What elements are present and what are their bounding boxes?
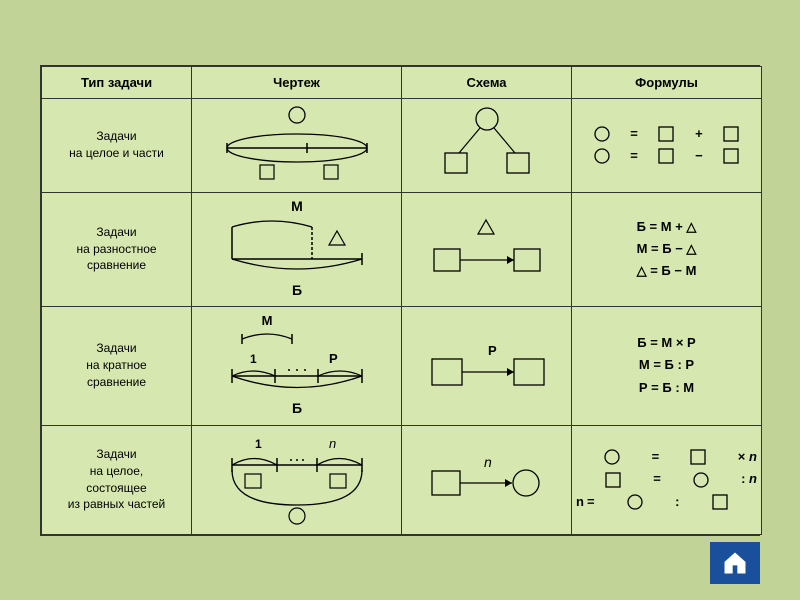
svg-text:Р: Р <box>329 351 338 366</box>
svg-text:n: n <box>484 454 492 470</box>
type-label: Задачина целое и части <box>46 128 187 162</box>
header-schema: Схема <box>402 66 572 98</box>
header-formulas: Формулы <box>572 66 762 98</box>
drawing-cell: 1 n <box>192 425 402 534</box>
formulas-cell: =+ =− <box>572 98 762 192</box>
schema-cell <box>402 192 572 306</box>
table-row: Задачина целое и части <box>42 98 762 192</box>
svg-text:Б: Б <box>291 282 301 298</box>
home-icon <box>721 549 749 577</box>
table-row: Задачина разностноесравнение М Б <box>42 192 762 306</box>
formulas-cell: Б = М × Р М = Б : Р Р = Б : М <box>572 306 762 425</box>
formulas-cell: =× n =: n n=: <box>572 425 762 534</box>
schema-cell <box>402 98 572 192</box>
svg-text:М: М <box>261 313 272 328</box>
type-label: Задачина кратноесравнение <box>46 340 187 390</box>
header-type: Тип задачи <box>42 66 192 98</box>
table-row: Задачина кратноесравнение М 1 Р <box>42 306 762 425</box>
svg-text:М: М <box>291 198 303 214</box>
drawing-cell: М 1 Р Б <box>192 306 402 425</box>
svg-text:Б: Б <box>291 400 301 416</box>
drawing-cell: М Б <box>192 192 402 306</box>
task-types-table: Тип задачи Чертеж Схема Формулы Задачина… <box>41 66 762 535</box>
schema-cell: Р <box>402 306 572 425</box>
formulas-cell: Б = М + △ М = Б − △ △ = Б − М <box>572 192 762 306</box>
type-label: Задачина целое,состоящееиз равных частей <box>46 446 187 513</box>
svg-text:Р: Р <box>488 343 497 358</box>
type-label: Задачина разностноесравнение <box>46 224 187 274</box>
svg-text:1: 1 <box>250 352 257 366</box>
home-nav-button[interactable] <box>710 542 760 584</box>
svg-text:1: 1 <box>255 437 262 451</box>
table-row: Задачина целое,состоящееиз равных частей… <box>42 425 762 534</box>
schema-cell: n <box>402 425 572 534</box>
header-drawing: Чертеж <box>192 66 402 98</box>
drawing-cell <box>192 98 402 192</box>
main-table-container: Тип задачи Чертеж Схема Формулы Задачина… <box>40 65 760 536</box>
svg-text:n: n <box>329 436 336 451</box>
